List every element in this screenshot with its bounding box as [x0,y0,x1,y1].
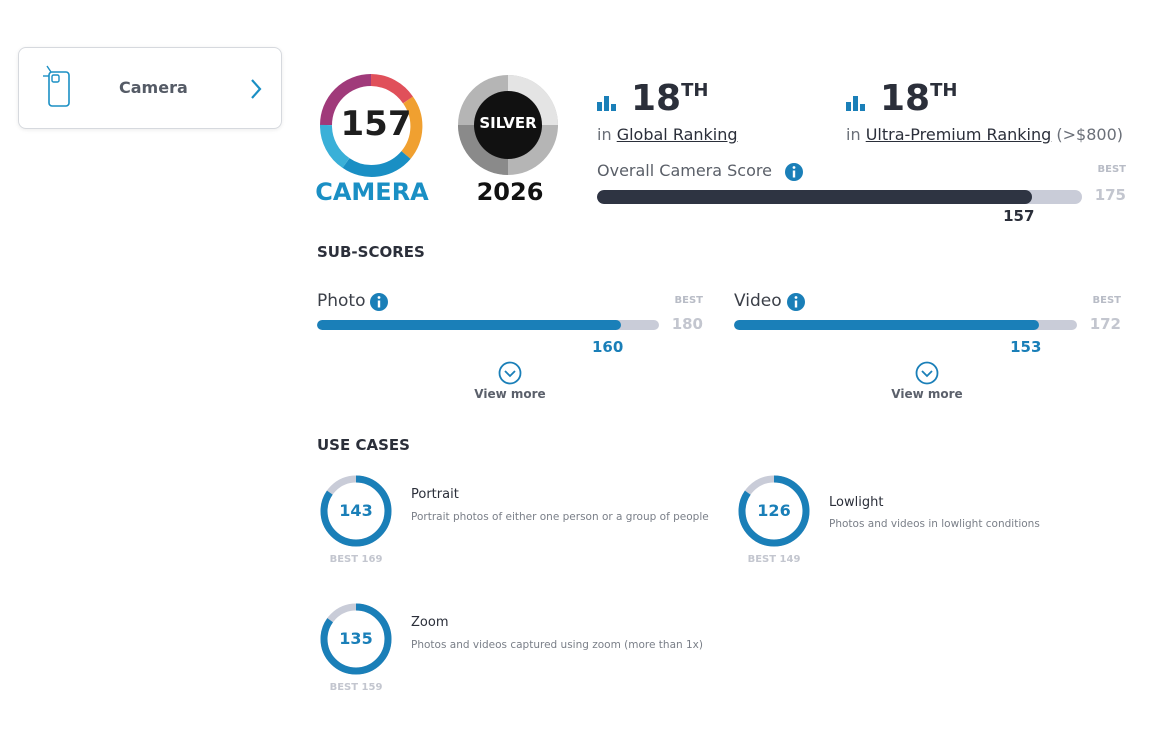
score-bar [597,190,1033,204]
use-case-ring [320,475,392,547]
best-value: 180 [671,315,703,333]
ring-arc [320,475,392,547]
use-case-name: Portrait [411,487,459,502]
sub-score-value: 153 [1010,338,1042,356]
badge-score: 157 [340,104,412,144]
sub-score-bar [734,320,1040,330]
use-case-score: 135 [339,629,373,648]
award-label: SILVER [479,114,537,132]
rank-prefix: in [597,125,612,144]
rank-note: (>$800) [1056,125,1123,144]
camera-badge [319,74,423,177]
rank-icon [597,96,616,111]
score-track [597,190,1082,204]
rank-number: 18 [631,78,682,119]
best-label: BEST [1092,295,1121,306]
rank-link[interactable]: Ultra-Premium Ranking [865,125,1052,144]
view-more[interactable]: View more [474,387,546,401]
info-icon[interactable] [784,162,804,182]
use-case-name: Zoom [411,615,449,630]
rank-number: 18 [880,78,931,119]
best-value: 172 [1089,315,1121,333]
use-case-score: 143 [339,501,373,520]
best-value: 169 [361,554,383,565]
overall-label: Overall Camera Score [597,161,772,180]
award-year: 2026 [476,178,544,206]
phone-icon [43,65,70,107]
rank-icon [846,96,865,111]
use-case-best: BEST 159 [316,682,396,693]
expand-icon[interactable] [498,361,522,385]
sidebar-label: Camera [119,78,188,97]
badge-label: CAMERA [315,178,429,206]
best-label: BEST [674,295,703,306]
info-icon[interactable] [369,292,389,312]
info-icon[interactable] [786,292,806,312]
ring-arc [738,475,810,547]
rank: 18TH [631,78,708,119]
score-value: 157 [1003,207,1035,225]
use-case-best: BEST 169 [316,554,396,565]
use-case-score: 126 [757,501,791,520]
best-value: 159 [361,682,383,693]
sub-score-name: Photo [317,291,366,311]
ring-arc [320,603,392,675]
sub-score-bar [317,320,621,330]
rank-prefix: in [846,125,861,144]
section-title: SUB-SCORES [317,243,425,261]
award-badge [458,75,558,175]
sub-score-track [734,320,1077,330]
use-case-description: Photos and videos in lowlight conditions [829,518,1040,530]
best-label: BEST [747,554,777,565]
sub-score-track [317,320,659,330]
use-case-ring [320,603,392,675]
best-value: 175 [1094,186,1126,204]
best-label: BEST [329,682,359,693]
chevron-right [251,79,262,99]
rank-link[interactable]: Global Ranking [616,125,738,144]
use-case-description: Photos and videos captured using zoom (m… [411,639,703,651]
sidebar-card[interactable]: Camera [18,47,282,129]
section-title: USE CASES [317,436,410,454]
use-case-description: Portrait photos of either one person or … [411,511,709,523]
rank: 18TH [880,78,957,119]
sub-score-value: 160 [592,338,624,356]
rank-caption: in Global Ranking [597,125,738,144]
view-more[interactable]: View more [891,387,963,401]
expand-icon[interactable] [915,361,939,385]
rank-suffix: TH [930,80,958,101]
sub-score-name: Video [734,291,782,311]
best-value: 149 [779,554,801,565]
use-case-ring [738,475,810,547]
use-case-best: BEST 149 [734,554,814,565]
rank-caption: in Ultra-Premium Ranking (>$800) [846,125,1123,144]
best-label: BEST [1097,164,1126,175]
best-label: BEST [329,554,359,565]
rank-suffix: TH [681,80,709,101]
use-case-name: Lowlight [829,495,884,510]
